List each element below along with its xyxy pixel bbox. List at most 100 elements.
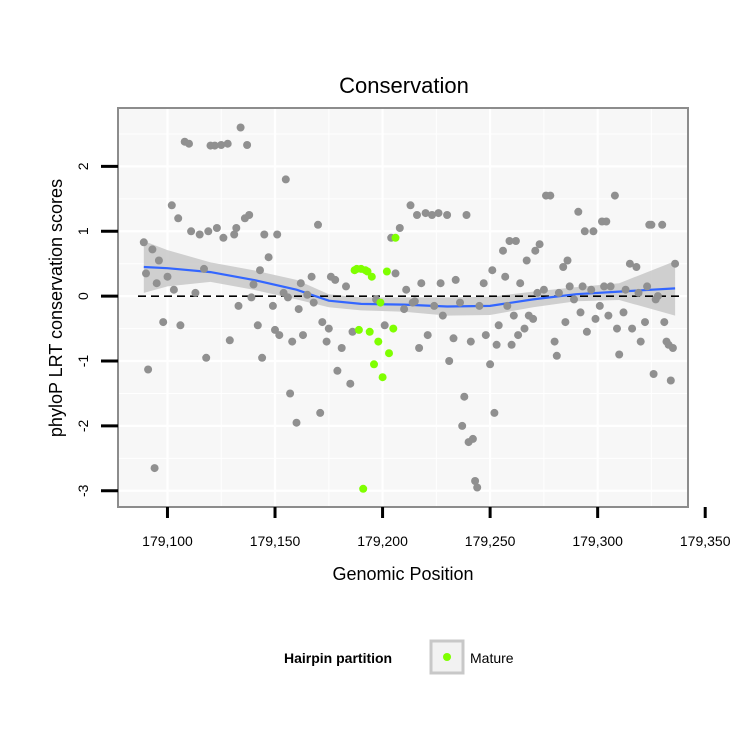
data-point (391, 269, 400, 278)
data-point (636, 337, 645, 346)
data-point (529, 314, 538, 323)
data-point (671, 259, 680, 268)
data-point (507, 340, 516, 349)
data-point (331, 275, 340, 284)
data-point (202, 353, 211, 362)
legend: Hairpin partition Mature (284, 639, 514, 675)
data-point (247, 293, 256, 302)
data-point (200, 264, 208, 273)
data-point (309, 298, 318, 307)
data-point (632, 263, 641, 271)
legend-label-mature: Mature (470, 650, 514, 666)
data-point (481, 331, 490, 340)
data-point (195, 230, 204, 239)
data-point (191, 288, 200, 297)
data-point (574, 207, 583, 216)
data-point (535, 240, 544, 249)
data-point (303, 290, 312, 299)
data-point (428, 211, 436, 219)
data-point (456, 298, 464, 307)
data-point (625, 259, 634, 268)
data-point (660, 318, 669, 327)
data-point (380, 321, 389, 330)
data-point (176, 321, 185, 330)
data-point (458, 421, 467, 430)
data-point (348, 327, 357, 336)
data-point (509, 311, 518, 320)
data-point (159, 318, 168, 327)
data-point (167, 201, 176, 210)
data-point (260, 230, 269, 239)
data-point (494, 321, 503, 330)
data-point (546, 191, 555, 200)
data-point (249, 280, 258, 289)
data-point (576, 308, 585, 317)
data-point (468, 434, 477, 443)
data-point-mature (354, 325, 363, 334)
axes-layer: 179,100 179,150 179,200 179,250 179,300 179,3… (75, 162, 731, 549)
data-point (466, 337, 475, 346)
data-point (589, 227, 598, 236)
data-point (505, 237, 514, 245)
data-point (561, 318, 570, 327)
data-point (264, 253, 273, 262)
x-axis-title: Genomic Position (332, 564, 473, 584)
data-point (395, 224, 404, 232)
data-point (587, 285, 596, 294)
data-point (236, 123, 245, 132)
data-point (649, 370, 658, 378)
data-point (314, 220, 322, 229)
y-axis-title: phyloP LRT conservation scores (46, 179, 66, 437)
data-point (406, 201, 415, 210)
data-point (245, 211, 254, 219)
data-point (501, 272, 510, 281)
data-point (204, 227, 213, 236)
data-point (610, 191, 619, 200)
data-point (148, 245, 157, 254)
data-point (299, 331, 307, 340)
data-point (281, 175, 290, 184)
data-point (490, 408, 499, 417)
data-point (559, 263, 568, 271)
data-point (451, 275, 460, 284)
data-point (316, 408, 325, 417)
data-point (258, 353, 267, 362)
data-point-mature (389, 324, 398, 333)
y-tick-label: -1 (75, 355, 91, 368)
data-point-mature (376, 298, 385, 307)
data-point-mature (374, 337, 383, 346)
data-point (256, 266, 264, 275)
data-point (232, 224, 241, 232)
points-layer (139, 123, 680, 493)
data-point (615, 350, 624, 359)
data-point (400, 305, 409, 314)
data-point (324, 324, 333, 333)
x-tick-label: 179,350 (680, 533, 731, 549)
data-point (634, 288, 643, 297)
data-point (234, 301, 243, 310)
data-point (421, 209, 430, 218)
data-point (511, 237, 520, 245)
data-point (641, 318, 649, 327)
data-point (628, 324, 637, 333)
data-point (275, 331, 284, 340)
data-point (210, 141, 219, 150)
data-point-mature (382, 267, 391, 276)
data-point (223, 139, 232, 148)
data-point (570, 295, 578, 304)
x-tick-label: 179,200 (357, 533, 408, 549)
data-point (410, 297, 419, 306)
data-point (144, 365, 153, 374)
data-point (185, 139, 193, 148)
confidence-band-layer (143, 241, 676, 316)
data-point (602, 217, 611, 226)
data-point (449, 334, 458, 343)
data-point (443, 211, 452, 219)
data-point (582, 327, 591, 336)
data-point (152, 279, 161, 288)
data-point (492, 340, 501, 349)
data-point (520, 324, 529, 333)
data-point-mature (378, 373, 387, 382)
data-point (415, 344, 424, 352)
data-point (591, 314, 600, 323)
